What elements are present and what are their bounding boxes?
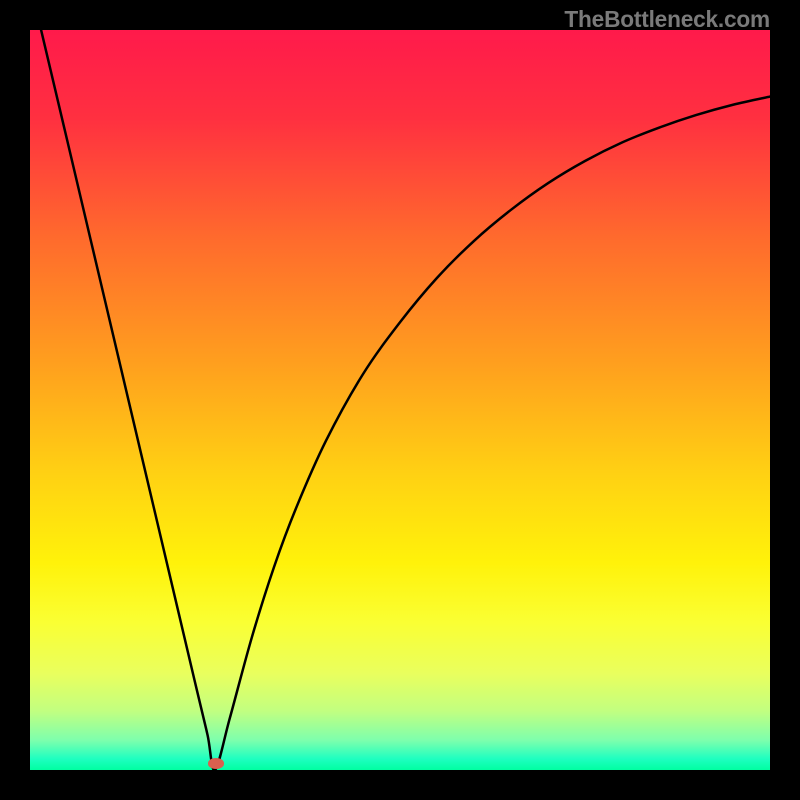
chart-frame: TheBottleneck.com [0, 0, 800, 800]
plot-area [30, 30, 770, 770]
bottleneck-curve [41, 30, 770, 770]
watermark-text: TheBottleneck.com [564, 6, 770, 33]
curve-layer [30, 30, 770, 770]
